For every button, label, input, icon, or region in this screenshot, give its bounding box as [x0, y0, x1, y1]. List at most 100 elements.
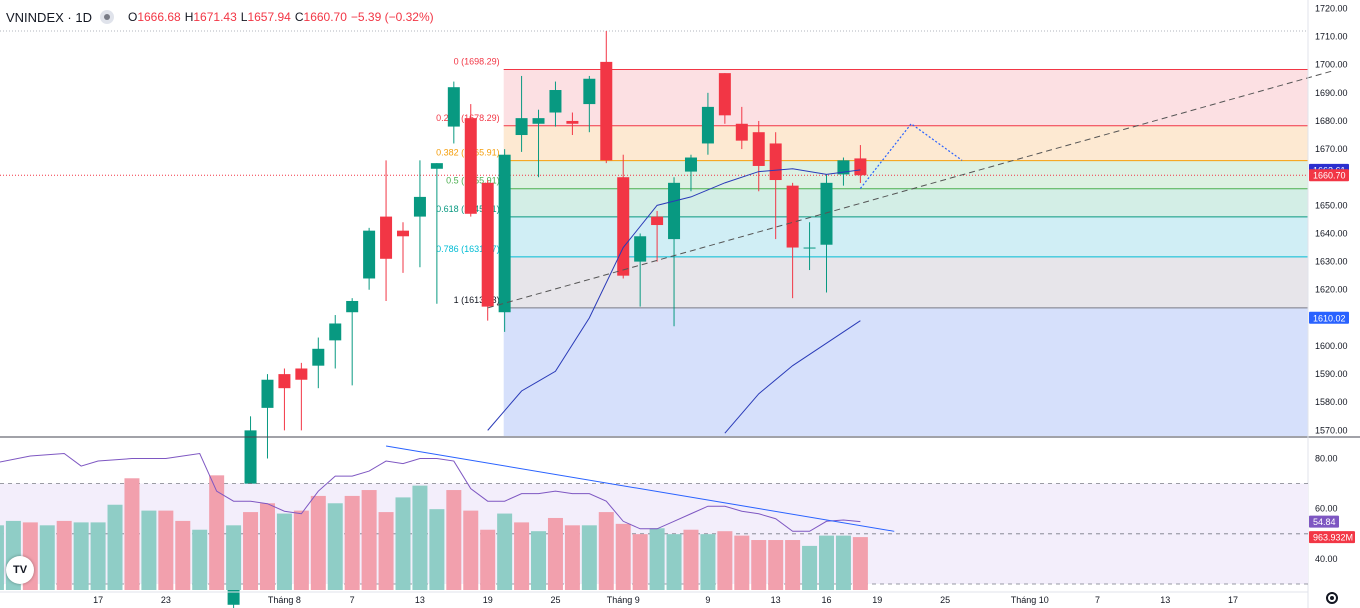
volume-bar — [768, 540, 784, 590]
volume-bar — [666, 534, 682, 590]
candle — [329, 315, 342, 369]
candle-body — [837, 160, 850, 175]
candle-body — [430, 163, 443, 169]
candle — [464, 104, 477, 217]
fib-level-label: 1 (1613.53) — [454, 295, 500, 305]
candle — [312, 337, 325, 389]
volume-bar — [56, 520, 72, 590]
candle-body — [278, 374, 291, 389]
time-tick-label: 7 — [1095, 595, 1100, 605]
candle-body — [583, 78, 596, 105]
time-tick-label: 13 — [1160, 595, 1170, 605]
volume-bar — [581, 525, 597, 590]
fib-level-label: 0 (1698.29) — [454, 57, 500, 67]
time-tick-label: 19 — [483, 595, 493, 605]
volume-bar — [852, 537, 868, 590]
time-tick-label: 17 — [1228, 595, 1238, 605]
candle — [549, 81, 562, 127]
close-key: C — [294, 10, 304, 24]
dashed-trendline — [487, 69, 1335, 309]
volume-bar — [39, 525, 55, 590]
time-tick-label: 25 — [550, 595, 560, 605]
price-tag-label: 1610.02 — [1313, 313, 1346, 323]
candle-body — [752, 132, 765, 166]
volume-bar — [531, 531, 547, 590]
candle — [481, 180, 494, 321]
volume-bar — [429, 509, 445, 590]
volume-bar — [73, 522, 89, 590]
price-tick-label: 1600.00 — [1315, 341, 1348, 351]
candle-body — [397, 230, 409, 237]
candle — [684, 154, 697, 192]
moving-average-slow-line — [724, 320, 861, 434]
time-tick-label: 25 — [940, 595, 950, 605]
gear-icon[interactable] — [1326, 592, 1338, 604]
candle-body — [498, 154, 511, 313]
volume-bar — [734, 535, 750, 590]
volume-bar — [649, 528, 665, 590]
candle-body — [549, 90, 562, 113]
price-tick-label: 1570.00 — [1315, 425, 1348, 435]
time-tick-label: 23 — [161, 595, 171, 605]
candle-body — [447, 87, 460, 127]
volume-bar — [192, 529, 208, 590]
rsi-trendline — [385, 445, 895, 532]
moving-average-line — [487, 168, 861, 431]
volume-bar — [835, 535, 851, 590]
candle-body — [566, 120, 579, 124]
fib-zone — [503, 160, 1308, 189]
candle — [430, 163, 443, 304]
volume-bar — [463, 510, 479, 590]
candle-body — [786, 185, 799, 248]
close-value: 1660.70 — [303, 10, 347, 24]
candle-body — [363, 230, 376, 279]
candle-body — [600, 61, 613, 161]
candle — [397, 222, 409, 273]
candle-body — [617, 177, 630, 276]
time-tick-label: 13 — [415, 595, 425, 605]
tradingview-logo-icon[interactable]: TV — [6, 556, 34, 584]
price-tick-label: 1710.00 — [1315, 32, 1348, 42]
candle-body — [261, 379, 274, 408]
rsi-tick-label: 60.00 — [1315, 504, 1338, 514]
volume-bar — [497, 513, 513, 590]
candle-body — [329, 323, 342, 341]
candle-body — [295, 368, 308, 380]
candle-body — [532, 118, 545, 124]
volume-bar — [819, 535, 834, 590]
candle — [634, 233, 647, 307]
chart-legend: VNINDEX · 1D O 1666.68 H 1671.43 L 1657.94 … — [6, 8, 434, 26]
price-tick-label: 1650.00 — [1315, 200, 1348, 210]
volume-bar — [0, 525, 4, 590]
volume-bar — [632, 534, 648, 590]
fib-level-label: 0.786 (1631.67) — [436, 244, 500, 254]
high-key: H — [184, 10, 194, 24]
price-tick-label: 1590.00 — [1315, 369, 1348, 379]
volume-bar — [141, 510, 157, 590]
candle — [498, 149, 511, 332]
low-key: L — [240, 10, 248, 24]
candle-body — [380, 216, 393, 259]
price-tick-label: 1640.00 — [1315, 228, 1348, 238]
symbol-label[interactable]: VNINDEX · 1D — [6, 9, 92, 25]
volume-bar — [615, 523, 631, 590]
rsi-line — [0, 452, 861, 532]
candle-body — [346, 300, 359, 313]
fib-zone — [503, 307, 1308, 436]
candle — [820, 174, 833, 293]
volume-bar — [480, 529, 496, 590]
candle-body — [803, 247, 816, 249]
price-tag — [1309, 311, 1349, 324]
candle — [701, 92, 714, 155]
candle — [583, 75, 596, 133]
candle-body — [668, 182, 681, 240]
price-tick-label: 1630.00 — [1315, 257, 1348, 267]
rsi-value-label: 54.84 — [1313, 517, 1336, 527]
volume-bar — [226, 525, 242, 590]
fib-level-label: 0.236 (1678.29) — [436, 113, 500, 123]
eye-icon[interactable] — [99, 10, 114, 24]
candle-body — [312, 348, 325, 366]
price-tick-label: 1670.00 — [1315, 144, 1348, 154]
time-tick-label: 13 — [771, 595, 781, 605]
